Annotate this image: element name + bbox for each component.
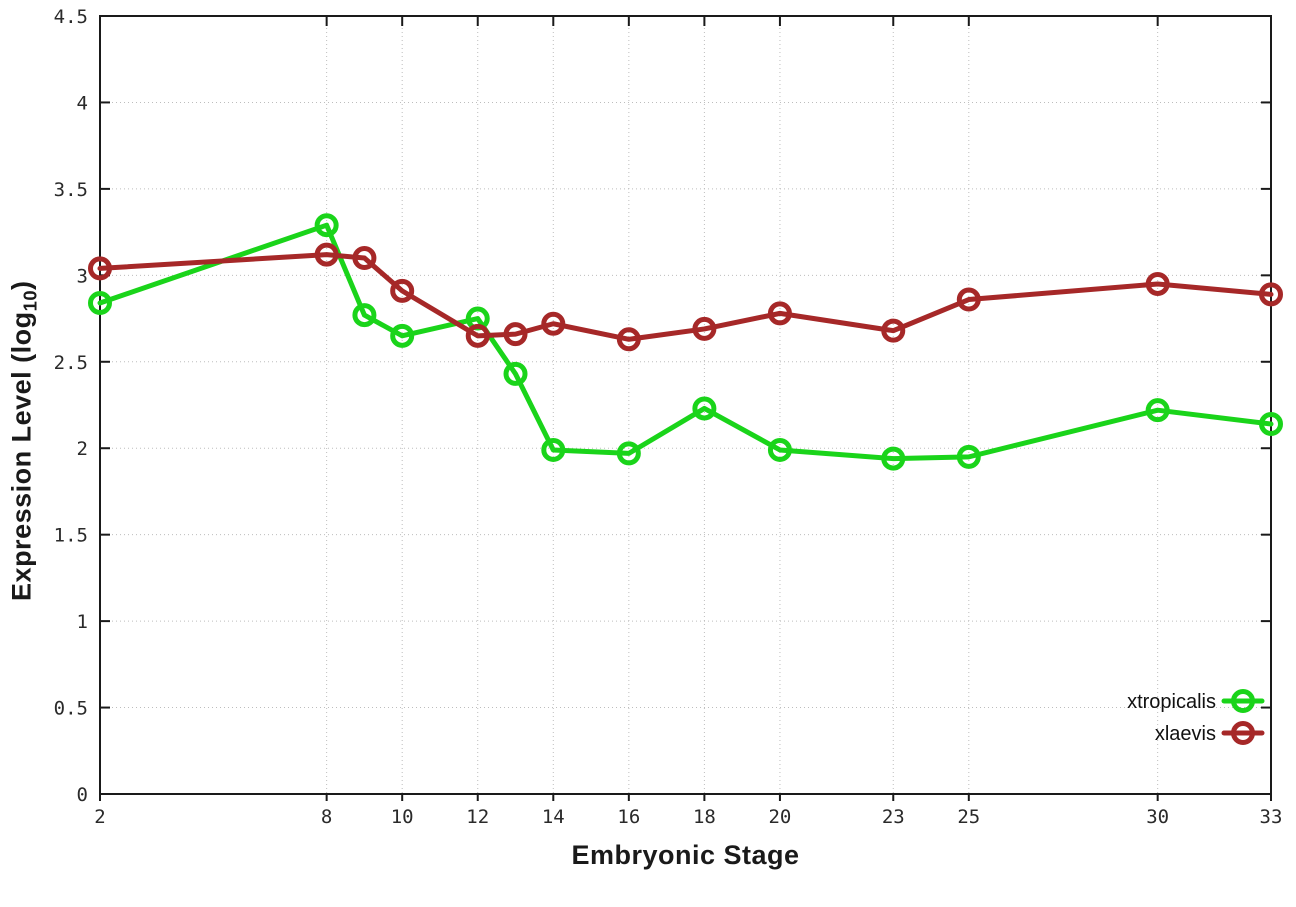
y-tick-label: 2.5 [54,352,88,374]
x-tick-label: 10 [391,806,414,828]
data-point-xlaevis-16 [616,327,641,352]
data-point-xlaevis-25 [956,287,981,312]
x-axis-title: Embryonic Stage [571,840,800,870]
data-point-xtropicalis-14 [541,437,566,462]
y-axis-title: Expression Level (log10) [6,221,41,661]
data-point-xtropicalis-2 [88,290,112,315]
y-tick-label: 0.5 [54,698,88,720]
y-tick-label: 1.5 [54,525,88,547]
plot-border [99,15,1272,795]
data-point-xlaevis-23 [881,318,906,343]
data-point-xlaevis-12 [465,323,490,348]
data-point-xlaevis-33 [1259,282,1283,307]
data-point-xlaevis-18 [692,316,717,341]
y-tick-label: 0 [77,784,88,806]
x-tick-label: 18 [693,806,716,828]
data-point-xlaevis-9 [352,246,377,271]
data-point-xlaevis-30 [1145,271,1170,296]
y-tick-label: 4 [77,92,88,114]
legend-marker-xtropicalis [1231,689,1255,713]
y-tick-label: 3 [77,265,88,287]
data-point-xlaevis-14 [541,311,566,336]
data-point-xlaevis-10 [390,278,415,303]
y-axis-title-close: ) [6,280,37,290]
legend-label-xlaevis: xlaevis [1155,723,1216,745]
data-point-xtropicalis-30 [1145,398,1170,423]
y-tick-label: 2 [77,438,88,460]
x-tick-label: 2 [94,806,105,828]
y-axis-title-subscript: 10 [19,289,41,312]
legend-label-xtropicalis: xtropicalis [1127,691,1216,713]
data-point-xlaevis-8 [314,242,339,267]
data-point-xtropicalis-25 [956,444,981,469]
data-point-xlaevis-20 [767,301,792,326]
x-tick-label: 20 [768,806,791,828]
data-point-xtropicalis-20 [767,437,792,462]
data-point-xtropicalis-16 [616,441,641,466]
data-point-xlaevis-13 [503,322,528,347]
legend-marker-xlaevis [1231,721,1255,745]
x-tick-label: 14 [542,806,565,828]
y-tick-label: 1 [77,611,88,633]
data-point-xtropicalis-18 [692,396,717,421]
data-point-xtropicalis-33 [1259,412,1283,437]
x-tick-label: 16 [617,806,640,828]
data-point-xtropicalis-23 [881,446,906,471]
x-tick-label: 25 [957,806,980,828]
data-point-xtropicalis-9 [352,303,377,328]
data-point-xtropicalis-8 [314,213,339,238]
x-tick-label: 33 [1260,806,1283,828]
x-tick-label: 30 [1146,806,1169,828]
y-tick-label: 4.5 [54,6,88,28]
x-tick-label: 23 [882,806,905,828]
series-line-xlaevis [97,252,1274,342]
x-tick-label: 8 [321,806,332,828]
y-tick-label: 3.5 [54,179,88,201]
data-point-xtropicalis-10 [390,323,415,348]
data-point-xtropicalis-13 [503,361,528,386]
x-tick-label: 12 [466,806,489,828]
y-axis-title-text: Expression Level (log [6,311,37,601]
data-point-xlaevis-2 [88,256,112,281]
series-line-xtropicalis [97,222,1274,462]
